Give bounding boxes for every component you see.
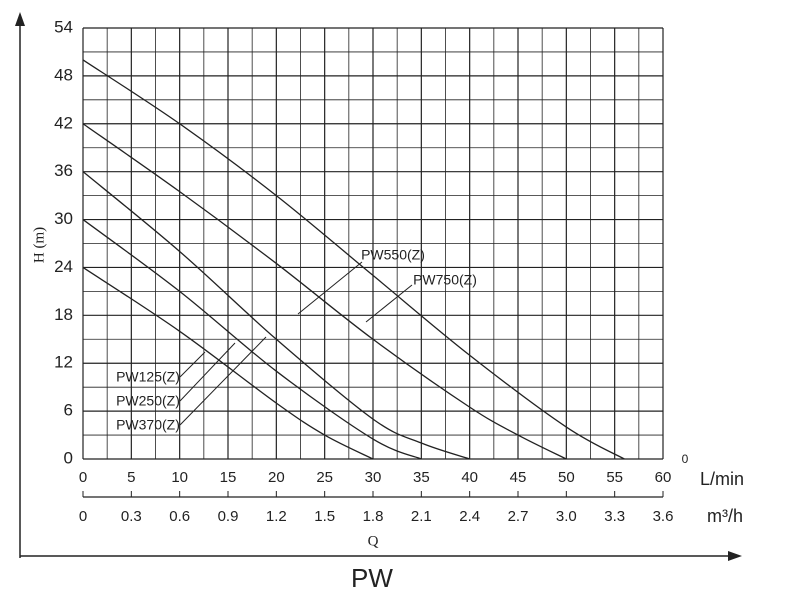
y-tick-label: 6 xyxy=(64,401,73,420)
y-tick-label: 42 xyxy=(54,113,73,132)
y-tick-label: 54 xyxy=(54,17,73,36)
x2-tick-label: 0 xyxy=(79,508,87,525)
x2-tick-label: 0.3 xyxy=(121,508,142,525)
series-line xyxy=(82,171,470,460)
x2-tick-label: 2.1 xyxy=(411,508,432,525)
y-tick-label: 12 xyxy=(54,353,73,372)
series-label: PW550(Z) xyxy=(361,247,425,263)
series-label: PW370(Z) xyxy=(116,417,180,433)
series-line xyxy=(82,59,625,460)
x2-tick-label: 0.9 xyxy=(218,508,239,525)
x2-tick-label: 1.8 xyxy=(363,508,384,525)
x-tick-label: 60 xyxy=(655,469,672,486)
y-tick-label: 24 xyxy=(54,257,73,276)
x-tick-label: 50 xyxy=(558,469,575,486)
x-tick-label: 0 xyxy=(79,469,87,486)
y-tick-label: 36 xyxy=(54,161,73,180)
x-tick-label: 20 xyxy=(268,469,285,486)
x-tick-label: 55 xyxy=(606,469,623,486)
chart-title: PW xyxy=(351,563,393,593)
x-end-label: 0 xyxy=(682,452,689,466)
series-line xyxy=(82,123,567,460)
series-line xyxy=(82,219,422,460)
x2-unit: m³/h xyxy=(707,506,743,526)
x2-tick-label: 2.4 xyxy=(459,508,480,525)
leader-line xyxy=(297,261,363,315)
arrow-head xyxy=(728,551,742,561)
x2-tick-label: 1.5 xyxy=(314,508,335,525)
x2-tick-label: 2.7 xyxy=(508,508,529,525)
x2-tick-label: 1.2 xyxy=(266,508,287,525)
x2-tick-label: 3.6 xyxy=(653,508,674,525)
y-tick-label: 18 xyxy=(54,305,73,324)
x-tick-label: 25 xyxy=(316,469,333,486)
series-line xyxy=(82,266,374,460)
x-tick-label: 5 xyxy=(127,469,135,486)
leader-line xyxy=(179,351,206,378)
x-tick-label: 15 xyxy=(220,469,237,486)
x-tick-label: 45 xyxy=(510,469,527,486)
leader-line xyxy=(179,342,236,402)
x2-tick-label: 0.6 xyxy=(169,508,190,525)
series-label: PW250(Z) xyxy=(116,393,180,409)
x-unit: L/min xyxy=(700,469,744,489)
x-axis-label: Q xyxy=(368,533,379,549)
x2-tick-label: 3.3 xyxy=(604,508,625,525)
y-tick-label: 48 xyxy=(54,65,73,84)
series-label: PW125(Z) xyxy=(116,369,180,385)
y-axis-label: H (m) xyxy=(31,227,47,263)
series-label: PW750(Z) xyxy=(413,272,477,288)
leader-line xyxy=(179,336,267,426)
y-tick-label: 0 xyxy=(64,448,73,467)
leader-line xyxy=(365,284,413,323)
arrow-head xyxy=(15,12,25,26)
x2-tick-label: 3.0 xyxy=(556,508,577,525)
y-tick-label: 30 xyxy=(54,209,73,228)
x-tick-label: 35 xyxy=(413,469,430,486)
x-tick-label: 10 xyxy=(171,469,188,486)
x-tick-label: 40 xyxy=(461,469,478,486)
x-tick-label: 30 xyxy=(365,469,382,486)
